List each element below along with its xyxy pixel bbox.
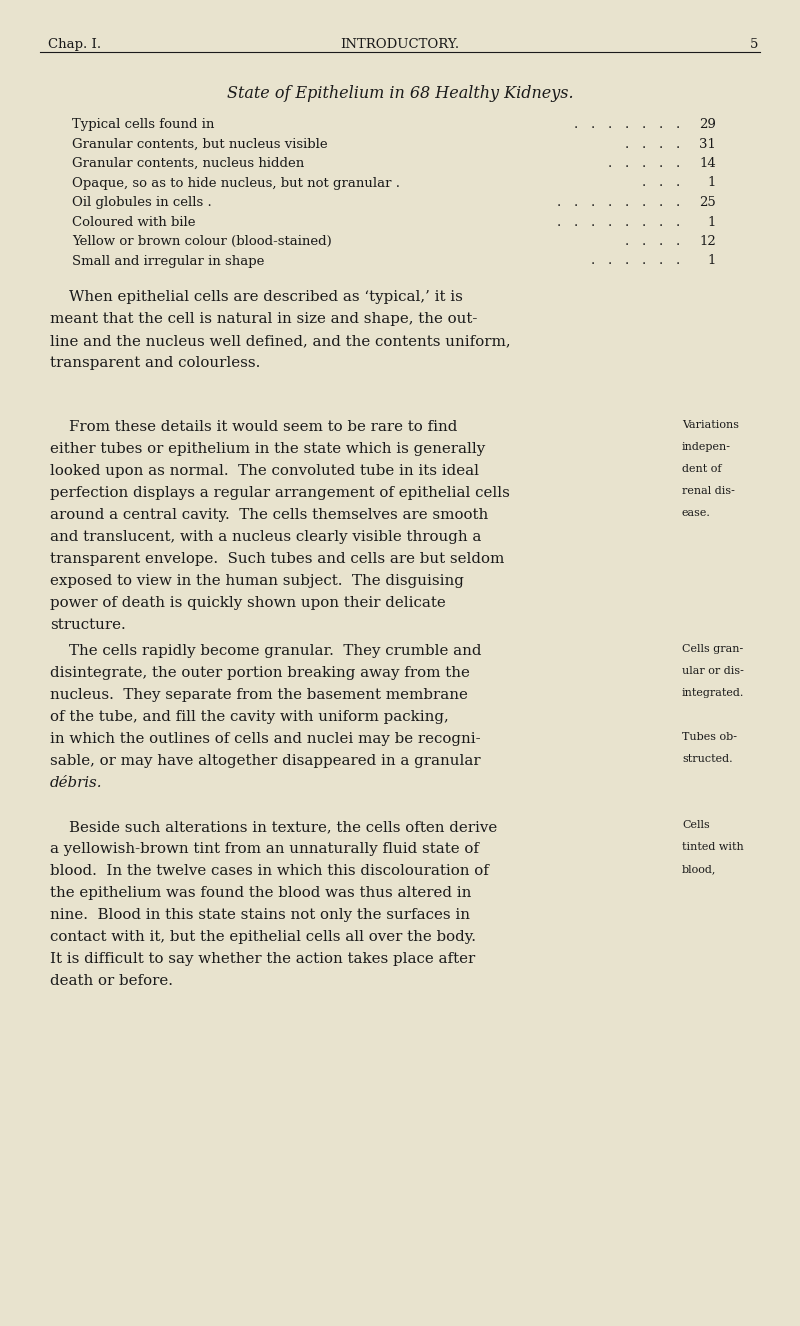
Text: Beside such alterations in texture, the cells often derive: Beside such alterations in texture, the … [50,819,498,834]
Text: Coloured with bile: Coloured with bile [72,216,195,228]
Text: around a central cavity.  The cells themselves are smooth: around a central cavity. The cells thems… [50,508,488,522]
Text: disintegrate, the outer portion breaking away from the: disintegrate, the outer portion breaking… [50,666,470,680]
Text: transparent envelope.  Such tubes and cells are but seldom: transparent envelope. Such tubes and cel… [50,552,504,566]
Text: structed.: structed. [682,754,733,764]
Text: ease.: ease. [682,508,711,518]
Text: perfection displays a regular arrangement of epithelial cells: perfection displays a regular arrangemen… [50,487,510,500]
Text: .   .   .   .: . . . . [625,138,680,150]
Text: Cells gran-: Cells gran- [682,644,743,654]
Text: 31: 31 [699,138,716,150]
Text: .   .   .: . . . [642,176,680,190]
Text: .   .   .   .   .   .: . . . . . . [590,255,680,268]
Text: looked upon as normal.  The convoluted tube in its ideal: looked upon as normal. The convoluted tu… [50,464,479,477]
Text: 1: 1 [708,216,716,228]
Text: Tubes ob-: Tubes ob- [682,732,737,743]
Text: 25: 25 [699,196,716,210]
Text: 1: 1 [708,176,716,190]
Text: nine.  Blood in this state stains not only the surfaces in: nine. Blood in this state stains not onl… [50,908,470,922]
Text: blood.  In the twelve cases in which this discolouration of: blood. In the twelve cases in which this… [50,865,489,878]
Text: State of Epithelium in 68 Healthy Kidneys.: State of Epithelium in 68 Healthy Kidney… [226,85,574,102]
Text: and translucent, with a nucleus clearly visible through a: and translucent, with a nucleus clearly … [50,530,482,544]
Text: Cells: Cells [682,819,710,830]
Text: renal dis-: renal dis- [682,487,735,496]
Text: sable, or may have altogether disappeared in a granular: sable, or may have altogether disappeare… [50,754,481,768]
Text: Yellow or brown colour (blood-stained): Yellow or brown colour (blood-stained) [72,235,332,248]
Text: It is difficult to say whether the action takes place after: It is difficult to say whether the actio… [50,952,475,967]
Text: in which the outlines of cells and nuclei may be recogni-: in which the outlines of cells and nucle… [50,732,481,747]
Text: contact with it, but the epithelial cells all over the body.: contact with it, but the epithelial cell… [50,930,476,944]
Text: the epithelium was found the blood was thus altered in: the epithelium was found the blood was t… [50,886,471,900]
Text: ular or dis-: ular or dis- [682,666,744,676]
Text: Variations: Variations [682,420,739,430]
Text: Small and irregular in shape: Small and irregular in shape [72,255,264,268]
Text: nucleus.  They separate from the basement membrane: nucleus. They separate from the basement… [50,688,468,701]
Text: meant that the cell is natural in size and shape, the out-: meant that the cell is natural in size a… [50,312,478,326]
Text: Granular contents, nucleus hidden: Granular contents, nucleus hidden [72,156,304,170]
Text: death or before.: death or before. [50,975,173,988]
Text: tinted with: tinted with [682,842,744,853]
Text: transparent and colourless.: transparent and colourless. [50,355,260,370]
Text: .   .   .   .   .   .   .   .: . . . . . . . . [557,196,680,210]
Text: 29: 29 [699,118,716,131]
Text: .   .   .   .   .   .   .: . . . . . . . [574,118,680,131]
Text: line and the nucleus well defined, and the contents uniform,: line and the nucleus well defined, and t… [50,334,510,347]
Text: of the tube, and fill the cavity with uniform packing,: of the tube, and fill the cavity with un… [50,709,449,724]
Text: Typical cells found in: Typical cells found in [72,118,214,131]
Text: From these details it would seem to be rare to find: From these details it would seem to be r… [50,420,458,434]
Text: structure.: structure. [50,618,126,633]
Text: dent of: dent of [682,464,722,473]
Text: INTRODUCTORY.: INTRODUCTORY. [341,38,459,50]
Text: The cells rapidly become granular.  They crumble and: The cells rapidly become granular. They … [50,644,482,658]
Text: .   .   .   .   .   .   .   .: . . . . . . . . [557,216,680,228]
Text: .   .   .   .: . . . . [625,235,680,248]
Text: débris.: débris. [50,776,102,790]
Text: 1: 1 [708,255,716,268]
Text: 5: 5 [750,38,758,50]
Text: Opaque, so as to hide nucleus, but not granular .: Opaque, so as to hide nucleus, but not g… [72,176,400,190]
Text: power of death is quickly shown upon their delicate: power of death is quickly shown upon the… [50,595,446,610]
Text: Chap. I.: Chap. I. [48,38,101,50]
Text: When epithelial cells are described as ‘typical,’ it is: When epithelial cells are described as ‘… [50,290,463,304]
Text: Oil globules in cells .: Oil globules in cells . [72,196,212,210]
Text: Granular contents, but nucleus visible: Granular contents, but nucleus visible [72,138,328,150]
Text: 12: 12 [699,235,716,248]
Text: either tubes or epithelium in the state which is generally: either tubes or epithelium in the state … [50,442,486,456]
Text: integrated.: integrated. [682,688,744,697]
Text: indepen-: indepen- [682,442,731,452]
Text: 14: 14 [699,156,716,170]
Text: exposed to view in the human subject.  The disguising: exposed to view in the human subject. Th… [50,574,464,587]
Text: a yellowish-brown tint from an unnaturally fluid state of: a yellowish-brown tint from an unnatural… [50,842,479,857]
Text: .   .   .   .   .: . . . . . [608,156,680,170]
Text: blood,: blood, [682,865,716,874]
